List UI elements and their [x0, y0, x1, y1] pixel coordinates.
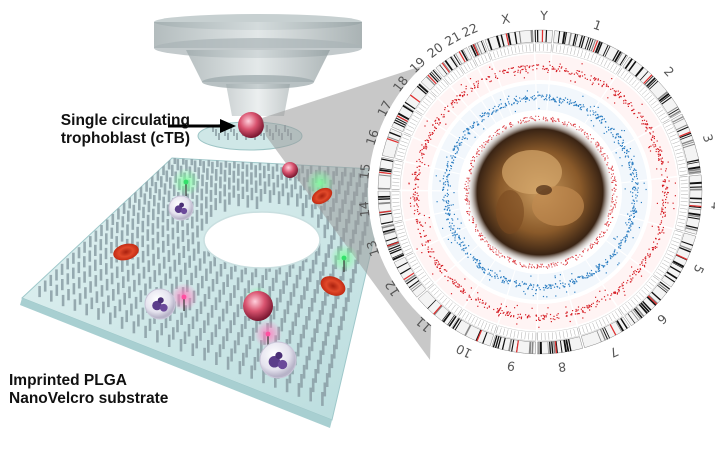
pointer-arrow	[168, 119, 236, 133]
ctb-label: Single circulating trophoblast (cTB)	[14, 112, 190, 149]
substrate-label-line1: Imprinted PLGA	[9, 372, 127, 389]
chromosome-label: 1	[591, 17, 603, 34]
chromosome-label: 12	[382, 278, 403, 300]
substrate-hole	[203, 211, 321, 269]
chromosome-label: 8	[557, 359, 567, 375]
red-blood-cell-icon	[311, 187, 333, 205]
chromosome-label: 15	[356, 163, 373, 181]
chromosome-label: 4	[708, 201, 715, 210]
chromosome-label: Y	[539, 8, 548, 23]
ctb-label-line2: trophoblast (cTB)	[60, 130, 190, 148]
red-blood-cell-icon	[113, 243, 139, 261]
chromosome-label: 16	[363, 127, 382, 147]
substrate-label: Imprinted PLGA NanoVelcro substrate	[9, 372, 168, 409]
microscope-objective-icon	[154, 14, 362, 116]
chromosome-label: X	[500, 11, 512, 27]
chromosome-label: 5	[690, 262, 707, 276]
ctb-label-line1: Single circulating	[60, 112, 190, 129]
ctb-cell-icon	[238, 112, 264, 138]
chromosome-label: 3	[700, 132, 715, 144]
ctb-cell-icon	[282, 162, 298, 178]
chromosome-label: 14	[356, 201, 372, 218]
substrate-label-line2: NanoVelcro substrate	[9, 390, 169, 408]
red-blood-cell-icon	[320, 276, 346, 296]
chromosome-label: 22	[460, 20, 481, 40]
chromosome-label: 10	[453, 341, 474, 361]
chromosome-label: 21	[442, 28, 463, 49]
chromosome-label: 17	[374, 98, 395, 119]
cells-layer	[113, 162, 358, 379]
chromosome-label: 7	[607, 344, 621, 361]
chromosome-label: 13	[363, 239, 382, 259]
chromosome-label: 9	[506, 358, 516, 374]
ctb-cell-icon	[243, 291, 273, 321]
